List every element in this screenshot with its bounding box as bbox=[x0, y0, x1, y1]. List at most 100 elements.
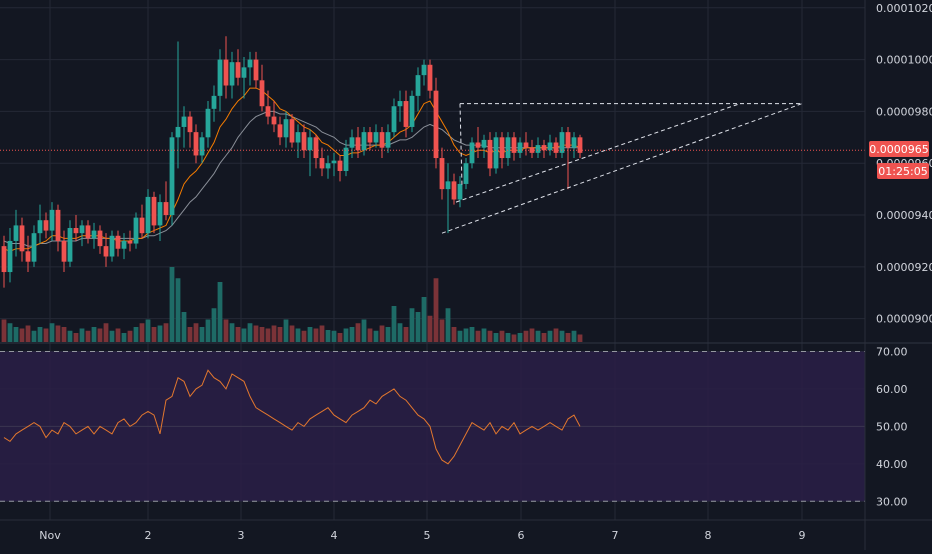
candle-body[interactable] bbox=[205, 108, 211, 138]
candle-body[interactable] bbox=[355, 137, 361, 151]
candle-body[interactable] bbox=[49, 209, 55, 231]
candle-body[interactable] bbox=[331, 160, 337, 164]
candle-body[interactable] bbox=[349, 137, 355, 148]
candle-body[interactable] bbox=[19, 225, 25, 252]
candle-body[interactable] bbox=[25, 251, 31, 262]
candle-body[interactable] bbox=[433, 90, 439, 159]
candle-body[interactable] bbox=[169, 137, 175, 216]
candle-body[interactable] bbox=[247, 59, 253, 68]
candle-body[interactable] bbox=[499, 137, 505, 159]
candle-body[interactable] bbox=[151, 196, 157, 226]
candle-body[interactable] bbox=[37, 220, 43, 234]
support-trendline-outer[interactable] bbox=[441, 103, 803, 234]
candle-body[interactable] bbox=[43, 220, 49, 231]
candle-body[interactable] bbox=[115, 235, 121, 249]
candle-body[interactable] bbox=[67, 228, 73, 262]
candle-body[interactable] bbox=[253, 59, 259, 81]
candle-body[interactable] bbox=[439, 158, 445, 190]
candle-body[interactable] bbox=[1, 246, 7, 273]
candle-body[interactable] bbox=[451, 181, 457, 200]
candle-body[interactable] bbox=[337, 160, 343, 171]
candle-body[interactable] bbox=[139, 217, 145, 234]
candle-body[interactable] bbox=[61, 240, 67, 262]
candle-body[interactable] bbox=[385, 132, 391, 148]
candle-body[interactable] bbox=[271, 116, 277, 125]
candle-body[interactable] bbox=[307, 137, 313, 151]
time-axis[interactable]: Nov 2 3 4 5 6 7 8 9 bbox=[39, 529, 805, 542]
candle-body[interactable] bbox=[55, 209, 61, 241]
rsi-axis[interactable]: 30.00 40.00 50.00 60.00 70.00 bbox=[876, 345, 908, 508]
candle-body[interactable] bbox=[487, 139, 493, 169]
candle-body[interactable] bbox=[289, 119, 295, 143]
candle-body[interactable] bbox=[469, 142, 475, 164]
candle-body[interactable] bbox=[301, 132, 307, 151]
candle-body[interactable] bbox=[463, 163, 469, 184]
candle-body[interactable] bbox=[505, 137, 511, 159]
candle-body[interactable] bbox=[577, 137, 583, 153]
candle-body[interactable] bbox=[457, 183, 463, 200]
candle-body[interactable] bbox=[211, 95, 217, 109]
candle-body[interactable] bbox=[421, 64, 427, 76]
candle-body[interactable] bbox=[565, 132, 571, 148]
candle-body[interactable] bbox=[427, 64, 433, 91]
candle-body[interactable] bbox=[283, 119, 289, 138]
candle-body[interactable] bbox=[85, 225, 91, 239]
candle-body[interactable] bbox=[265, 106, 271, 117]
candle-body[interactable] bbox=[559, 132, 565, 153]
candle-body[interactable] bbox=[277, 124, 283, 138]
candle-body[interactable] bbox=[145, 196, 151, 234]
candle-body[interactable] bbox=[391, 106, 397, 133]
candle-body[interactable] bbox=[475, 142, 481, 148]
candle-body[interactable] bbox=[31, 233, 37, 262]
candle-body[interactable] bbox=[121, 240, 127, 249]
candle-body[interactable] bbox=[523, 142, 529, 148]
candle-body[interactable] bbox=[217, 59, 223, 96]
candle-body[interactable] bbox=[553, 142, 559, 153]
candle-body[interactable] bbox=[313, 137, 319, 159]
candle-body[interactable] bbox=[259, 80, 265, 107]
candle-body[interactable] bbox=[157, 202, 163, 226]
candle-body[interactable] bbox=[73, 228, 79, 234]
candle-body[interactable] bbox=[403, 101, 409, 127]
candle-body[interactable] bbox=[295, 132, 301, 143]
candle-body[interactable] bbox=[415, 75, 421, 96]
candlesticks[interactable] bbox=[1, 36, 583, 288]
candle-body[interactable] bbox=[193, 132, 199, 156]
candle-body[interactable] bbox=[109, 235, 115, 257]
candle-body[interactable] bbox=[517, 142, 523, 153]
candle-body[interactable] bbox=[379, 132, 385, 148]
candle-body[interactable] bbox=[373, 132, 379, 143]
candle-body[interactable] bbox=[187, 116, 193, 133]
candle-body[interactable] bbox=[199, 137, 205, 156]
candle-body[interactable] bbox=[7, 240, 13, 273]
candle-body[interactable] bbox=[103, 246, 109, 257]
support-trendline-inner[interactable] bbox=[455, 103, 741, 203]
candle-body[interactable] bbox=[397, 101, 403, 107]
candle-body[interactable] bbox=[97, 230, 103, 247]
candle-body[interactable] bbox=[535, 145, 541, 153]
candle-body[interactable] bbox=[547, 142, 553, 151]
candle-body[interactable] bbox=[409, 95, 415, 127]
candle-body[interactable] bbox=[175, 126, 181, 138]
candle-body[interactable] bbox=[343, 147, 349, 171]
candle-body[interactable] bbox=[79, 225, 85, 234]
candle-body[interactable] bbox=[541, 145, 547, 151]
candle-body[interactable] bbox=[235, 62, 241, 78]
candle-body[interactable] bbox=[481, 139, 487, 148]
candle-body[interactable] bbox=[241, 67, 247, 78]
candle-body[interactable] bbox=[325, 163, 331, 169]
candle-body[interactable] bbox=[319, 158, 325, 169]
candle-body[interactable] bbox=[367, 132, 373, 143]
candle-body[interactable] bbox=[361, 132, 367, 151]
candle-body[interactable] bbox=[511, 137, 517, 153]
candle-body[interactable] bbox=[223, 59, 229, 86]
candle-body[interactable] bbox=[133, 217, 139, 244]
candle-body[interactable] bbox=[445, 181, 451, 190]
trend-drawings[interactable] bbox=[441, 103, 803, 234]
candle-body[interactable] bbox=[127, 240, 133, 244]
candle-body[interactable] bbox=[493, 137, 499, 169]
candle-body[interactable] bbox=[181, 116, 187, 127]
candle-body[interactable] bbox=[571, 137, 577, 148]
candle-body[interactable] bbox=[91, 230, 97, 239]
